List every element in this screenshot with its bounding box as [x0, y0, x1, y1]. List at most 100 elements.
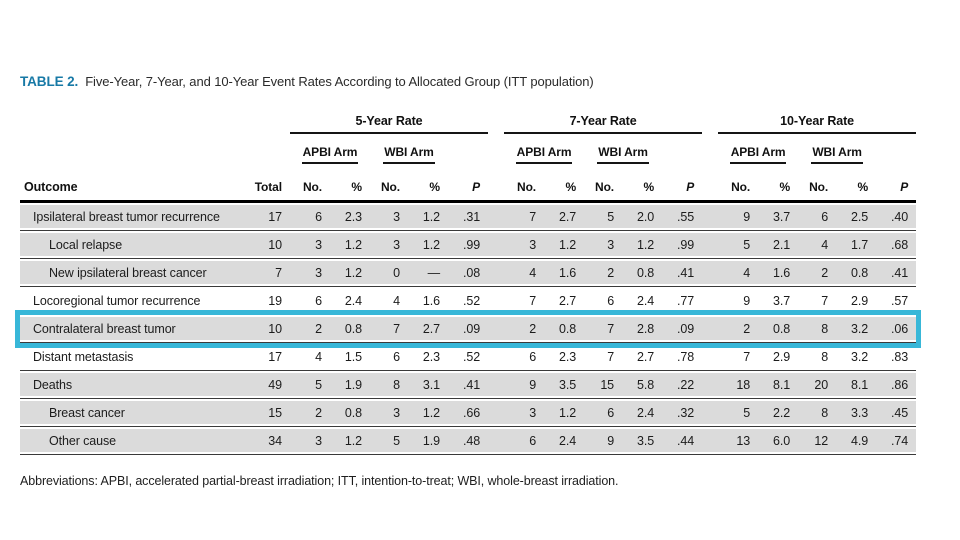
value-cell: 8 — [798, 343, 837, 371]
outcome-cell: Deaths — [20, 371, 242, 399]
value-cell: .68 — [876, 231, 917, 259]
group-header-row: 5-Year Rate 7-Year Rate 10-Year Rate — [20, 98, 917, 134]
value-cell: 5 — [718, 231, 759, 259]
value-cell: 3.2 — [836, 315, 877, 343]
table-row: Locoregional tumor recurrence 19 6 2.4 4 1.6.… — [20, 287, 917, 315]
value-cell: 0.8 — [330, 315, 370, 343]
value-cell: 3.1 — [408, 371, 448, 399]
total-cell: 7 — [242, 259, 290, 287]
outcome-cell: Ipsilateral breast tumor recurrence — [20, 203, 242, 231]
value-cell: .31 — [448, 203, 489, 231]
value-cell: 4 — [370, 287, 408, 315]
group-header-7yr: 7-Year Rate — [504, 98, 703, 134]
table-body: Ipsilateral breast tumor recurrence 17 6 2.… — [14, 203, 922, 455]
value-cell: 1.2 — [622, 231, 663, 259]
total-cell: 34 — [242, 427, 290, 455]
value-cell: 6 — [290, 287, 330, 315]
column-header-p: P — [876, 164, 917, 203]
value-cell: 3 — [370, 399, 408, 427]
outcome-cell: New ipsilateral breast cancer — [20, 259, 242, 287]
column-header-row: Outcome Total No. % No. % P No. % No. % … — [20, 164, 917, 203]
value-cell: 0.8 — [758, 315, 799, 343]
gap-cell — [488, 287, 505, 315]
value-cell: 0 — [370, 259, 408, 287]
value-cell: 15 — [584, 371, 623, 399]
column-header-pct: % — [758, 164, 799, 203]
value-cell: 5 — [584, 203, 623, 231]
column-header-no: No. — [370, 164, 408, 203]
value-cell: 1.2 — [544, 231, 585, 259]
value-cell: 7 — [584, 315, 623, 343]
column-header-pct: % — [408, 164, 448, 203]
column-header-no: No. — [584, 164, 623, 203]
value-cell: 0.8 — [622, 259, 663, 287]
value-cell: 12 — [798, 427, 837, 455]
arm-header-wbi: WBI Arm — [798, 134, 876, 164]
value-cell: 5 — [718, 399, 759, 427]
column-header-p: P — [448, 164, 489, 203]
value-cell: 1.6 — [544, 259, 585, 287]
gap-cell — [702, 203, 719, 231]
value-cell: .55 — [662, 203, 703, 231]
value-cell: 7 — [584, 343, 623, 371]
value-cell: 2.4 — [544, 427, 585, 455]
value-cell: 2.1 — [758, 231, 799, 259]
total-cell: 10 — [242, 231, 290, 259]
arm-header-row: APBI Arm WBI Arm APBI Arm WBI Arm APBI A… — [20, 134, 916, 164]
value-cell: 2.3 — [544, 343, 585, 371]
value-cell: 2 — [504, 315, 545, 343]
value-cell: 7 — [504, 203, 545, 231]
arm-header-apbi: APBI Arm — [504, 134, 584, 164]
value-cell: 7 — [798, 287, 837, 315]
column-header-pct: % — [330, 164, 370, 203]
column-header-pct: % — [544, 164, 585, 203]
arm-header-apbi: APBI Arm — [290, 134, 370, 164]
value-cell: 1.6 — [408, 287, 448, 315]
value-cell: 1.9 — [330, 371, 370, 399]
value-cell: .44 — [662, 427, 703, 455]
gap-cell — [702, 259, 719, 287]
value-cell: 9 — [504, 371, 545, 399]
gap-cell — [488, 203, 505, 231]
table-row: Other cause 34 3 1.2 5 1.9.48 6 2.4 9 3.5.44 13 6.0… — [20, 427, 917, 455]
value-cell: .32 — [662, 399, 703, 427]
value-cell: .74 — [876, 427, 917, 455]
gap-cell — [702, 287, 719, 315]
value-cell: 3.3 — [836, 399, 877, 427]
value-cell: 9 — [584, 427, 623, 455]
value-cell: 3.2 — [836, 343, 877, 371]
value-cell: 6.0 — [758, 427, 799, 455]
outcome-cell: Locoregional tumor recurrence — [20, 287, 242, 315]
header-spacer — [448, 134, 488, 164]
value-cell: .41 — [662, 259, 703, 287]
value-cell: 2.7 — [622, 343, 663, 371]
value-cell: 8 — [370, 371, 408, 399]
group-header-5yr: 5-Year Rate — [290, 98, 489, 134]
value-cell: 3.7 — [758, 287, 799, 315]
value-cell: 1.2 — [544, 399, 585, 427]
value-cell: 0.8 — [330, 399, 370, 427]
value-cell: 1.2 — [408, 203, 448, 231]
value-cell: 3.7 — [758, 203, 799, 231]
value-cell: 3 — [370, 203, 408, 231]
value-cell: 5.8 — [622, 371, 663, 399]
value-cell: 8.1 — [836, 371, 877, 399]
value-cell: 0.8 — [544, 315, 585, 343]
value-cell: 2.4 — [622, 399, 663, 427]
value-cell: 2.0 — [622, 203, 663, 231]
gap-cell — [702, 371, 719, 399]
value-cell: 2.3 — [408, 343, 448, 371]
value-cell: .40 — [876, 203, 917, 231]
value-cell: 6 — [504, 427, 545, 455]
value-cell: 2.4 — [330, 287, 370, 315]
arm-header-wbi: WBI Arm — [370, 134, 448, 164]
table-row: Deaths 49 5 1.9 8 3.1.41 9 3.5 15 5.8.22 18 8.1 20 8.… — [20, 371, 917, 399]
value-cell: 20 — [798, 371, 837, 399]
value-cell: 3.5 — [544, 371, 585, 399]
value-cell: 2 — [798, 259, 837, 287]
value-cell: 2.9 — [758, 343, 799, 371]
gap-cell — [702, 315, 719, 343]
header-spacer — [662, 134, 702, 164]
outcome-cell: Local relapse — [20, 231, 242, 259]
header-gap — [702, 98, 718, 134]
